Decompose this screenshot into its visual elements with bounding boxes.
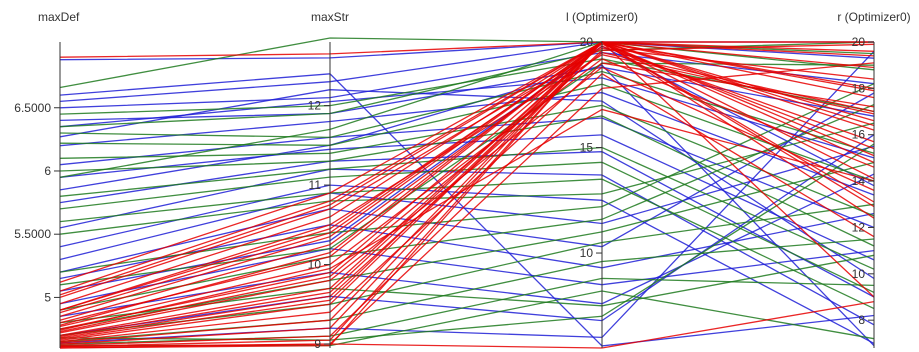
red-polyline-28 [59,41,875,340]
tick-label: 12 [308,99,322,113]
blue-polyline-1 [59,41,875,103]
red-polyline-22 [59,41,875,326]
tick-label: 14 [852,174,866,188]
axis-3: l (Optimizer0) 10 15 20 [566,10,638,348]
red-polyline-9 [59,58,875,328]
tick-label: 15 [580,141,594,155]
red-polyline-4 [59,41,875,305]
red-polyline-26 [59,41,875,338]
red-polyline-21 [59,41,874,349]
blue-polyline-13 [59,212,875,280]
polylines [59,37,875,349]
green-polyline-19 [59,254,875,324]
axis-title-3: l (Optimizer0) [566,10,638,24]
axis-title-4: r (Optimizer0) [837,10,910,24]
blue-polyline-21 [59,45,875,292]
blue-polyline-2 [59,51,875,109]
tick-label: 6.5000 [14,101,51,115]
green-polyline-11 [59,104,875,311]
red-polyline-1 [59,41,875,283]
green-polyline-13 [59,203,875,337]
axis-4: r (Optimizer0) 8 10 12 14 16 18 20 [837,10,911,348]
tick-label: 20 [852,35,866,49]
red-polyline-17 [59,41,875,345]
green-polyline-8 [59,178,875,310]
green-polyline-5 [59,115,875,247]
red-polyline-23 [59,43,875,311]
green-polyline-9 [59,122,875,235]
green-polyline-2 [59,70,875,154]
tick-label: 6 [44,164,51,178]
green-polyline-20 [59,143,875,341]
tick-label: 5 [44,290,51,304]
red-polyline-3 [59,47,875,299]
red-polyline-15 [59,62,875,343]
green-polyline-7 [59,161,875,293]
blue-polyline-5 [59,91,875,196]
red-polyline-7 [59,45,875,321]
blue-polyline-6 [59,117,875,229]
red-polyline-14 [59,41,875,342]
blue-polyline-11 [59,145,875,261]
axis-1: maxDef 5 5.5000 6 6.5000 [14,10,80,348]
red-polyline-18 [59,72,875,347]
green-polyline-18 [59,41,875,178]
red-polyline-2 [59,41,875,292]
tick-label: 9 [314,337,321,351]
blue-polyline-19 [59,64,875,347]
green-polyline-6 [59,146,875,270]
green-polyline-21 [59,62,875,286]
red-polyline-19 [59,41,875,348]
tick-label: 18 [852,81,866,95]
red-polyline-8 [59,41,875,324]
red-polyline-6 [59,41,875,318]
tick-label: 20 [580,35,594,49]
blue-polyline-4 [59,77,875,159]
axis-2: maxStr 9 10 11 12 [308,10,349,351]
tick-label: 16 [852,128,866,142]
tick-label: 10 [580,246,594,260]
tick-label: 10 [308,258,322,272]
red-polyline-30 [59,300,875,349]
tick-label: 8 [858,313,865,327]
blue-polyline-10 [59,184,875,344]
axis-title-2: maxStr [311,10,349,24]
red-polyline-27 [59,41,875,314]
red-polyline-25 [59,108,875,331]
tick-label: 12 [852,220,866,234]
green-polyline-3 [59,83,875,182]
blue-polyline-18 [59,73,875,347]
tick-label: 11 [309,178,322,192]
tick-label: 5.5000 [14,227,51,241]
red-polyline-29 [59,51,875,333]
axis-title-1: maxDef [38,10,80,24]
red-polyline-10 [59,41,875,330]
red-polyline-24 [59,41,875,296]
blue-polyline-15 [59,173,875,318]
blue-polyline-20 [59,89,875,280]
tick-label: 10 [852,267,866,281]
